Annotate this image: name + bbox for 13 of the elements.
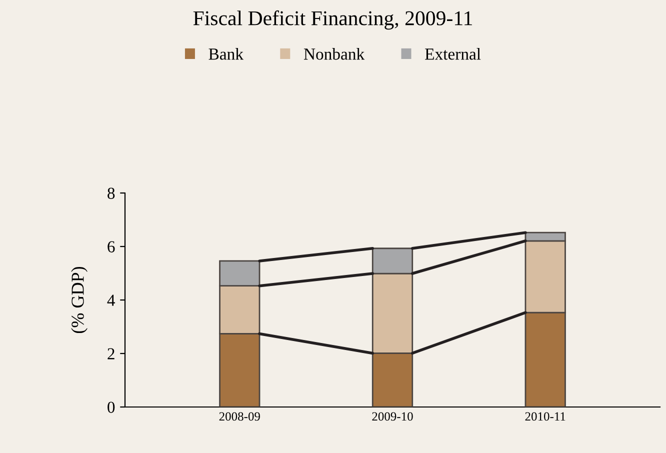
x-tick-label: 2010-11	[525, 412, 566, 421]
y-tick-label: 2	[108, 348, 114, 360]
x-tick-label: 2008-09	[219, 412, 260, 421]
y-tick-label: 4	[107, 294, 116, 306]
legend-label: Nonbank	[304, 48, 365, 60]
chart-title: Fiscal Deficit Financing, 2009-11	[193, 10, 472, 30]
legend-label: Bank	[208, 48, 244, 60]
y-axis-title: (% GDP)	[71, 266, 88, 334]
legend-label: External	[425, 48, 481, 60]
y-tick-label: 0	[108, 402, 115, 413]
y-tick-label: 8	[108, 188, 115, 199]
y-tick-label: 6	[108, 241, 115, 252]
x-tick-label: 2009-10	[372, 412, 413, 421]
